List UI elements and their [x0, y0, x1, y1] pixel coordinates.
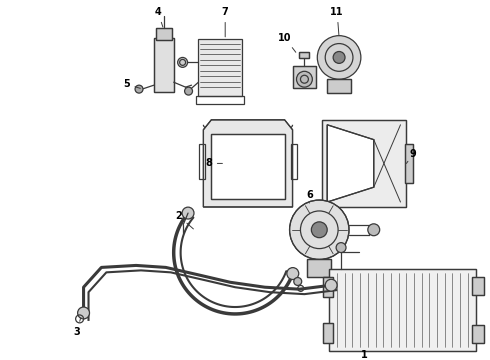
- Circle shape: [182, 207, 194, 219]
- Bar: [154, 38, 173, 92]
- Bar: [299, 53, 309, 58]
- Bar: [307, 260, 331, 277]
- Bar: [327, 79, 351, 93]
- Bar: [329, 269, 476, 351]
- Circle shape: [368, 224, 380, 236]
- Bar: [156, 28, 171, 40]
- Circle shape: [318, 36, 361, 79]
- Bar: [211, 134, 285, 199]
- Bar: [322, 120, 406, 207]
- Bar: [323, 323, 333, 343]
- Bar: [323, 277, 333, 297]
- Text: 9: 9: [406, 149, 416, 163]
- Circle shape: [294, 278, 302, 285]
- Text: 2: 2: [175, 211, 194, 229]
- Text: 7: 7: [222, 7, 228, 37]
- Bar: [299, 53, 309, 58]
- Polygon shape: [203, 120, 293, 207]
- Bar: [211, 134, 285, 199]
- Bar: [327, 79, 351, 93]
- Circle shape: [178, 58, 188, 67]
- Bar: [472, 277, 484, 295]
- Circle shape: [325, 279, 337, 291]
- Bar: [323, 323, 333, 343]
- Circle shape: [311, 222, 327, 238]
- Circle shape: [290, 200, 349, 260]
- Bar: [196, 96, 244, 104]
- Bar: [199, 144, 205, 179]
- Bar: [293, 66, 317, 88]
- Bar: [293, 66, 317, 88]
- Text: 5: 5: [123, 79, 140, 89]
- Circle shape: [135, 85, 143, 93]
- Text: 10: 10: [278, 33, 296, 52]
- Bar: [291, 144, 296, 179]
- Bar: [405, 144, 414, 183]
- Circle shape: [185, 87, 193, 95]
- Bar: [156, 28, 171, 40]
- Circle shape: [333, 51, 345, 63]
- Text: 3: 3: [74, 318, 81, 337]
- Bar: [472, 325, 484, 343]
- Bar: [307, 260, 331, 277]
- Text: 1: 1: [361, 350, 367, 360]
- Text: 11: 11: [330, 7, 344, 35]
- Circle shape: [77, 307, 90, 319]
- Text: 8: 8: [205, 158, 222, 168]
- Circle shape: [287, 267, 299, 279]
- Bar: [472, 325, 484, 343]
- Text: 6: 6: [306, 190, 313, 203]
- Circle shape: [296, 71, 312, 87]
- Circle shape: [336, 243, 346, 253]
- Text: 4: 4: [154, 7, 163, 27]
- Bar: [472, 277, 484, 295]
- Bar: [405, 144, 414, 183]
- Bar: [154, 38, 173, 92]
- Bar: [323, 277, 333, 297]
- Polygon shape: [327, 125, 374, 202]
- Bar: [322, 120, 406, 207]
- Bar: [329, 269, 476, 351]
- Bar: [198, 39, 242, 96]
